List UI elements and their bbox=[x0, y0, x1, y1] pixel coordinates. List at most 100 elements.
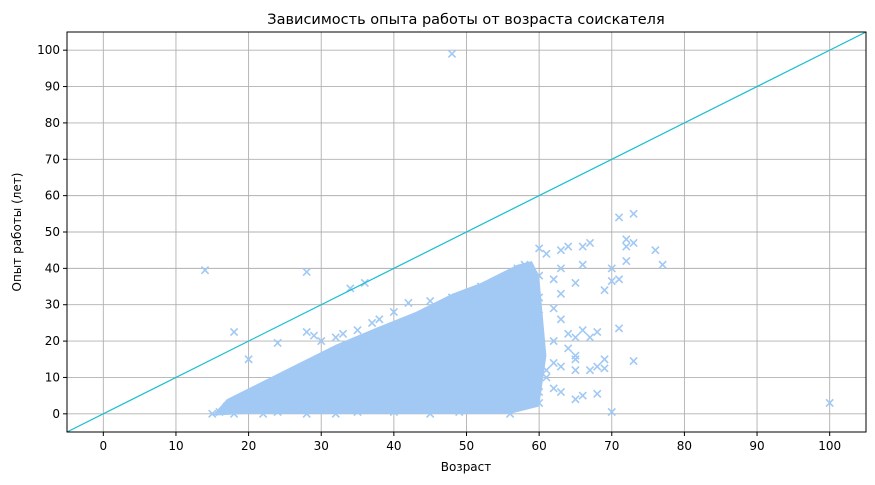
scatter-point bbox=[476, 398, 486, 408]
scatter-point bbox=[476, 358, 486, 368]
y-tick-label: 70 bbox=[45, 152, 60, 166]
scatter-point bbox=[360, 395, 369, 404]
scatter-point bbox=[222, 402, 231, 411]
scatter-point bbox=[484, 380, 493, 389]
scatter-point bbox=[215, 407, 224, 417]
scatter-point bbox=[462, 315, 471, 324]
scatter-point bbox=[622, 242, 631, 251]
scatter-point bbox=[556, 246, 566, 255]
x-tick-label: 40 bbox=[386, 439, 401, 453]
x-tick-label: 10 bbox=[168, 439, 183, 453]
y-tick-label: 90 bbox=[45, 80, 60, 94]
scatter-point bbox=[520, 380, 529, 389]
scatter-point bbox=[411, 322, 420, 331]
scatter-point bbox=[607, 276, 616, 286]
scatter-point bbox=[476, 282, 486, 291]
scatter-point bbox=[338, 380, 348, 389]
scatter-point bbox=[571, 333, 580, 342]
scatter-point bbox=[375, 315, 384, 324]
scatter-point bbox=[607, 407, 616, 417]
scatter-point bbox=[389, 373, 399, 382]
scatter-point bbox=[251, 395, 261, 404]
scatter-point bbox=[244, 406, 253, 415]
scatter-point bbox=[375, 406, 384, 415]
scatter-point bbox=[418, 366, 428, 375]
x-tick-label: 50 bbox=[459, 439, 474, 453]
scatter-point bbox=[440, 311, 449, 320]
scatter-point bbox=[389, 391, 399, 400]
scatter-point bbox=[375, 358, 384, 368]
data-points bbox=[200, 49, 834, 418]
scatter-point bbox=[549, 384, 558, 393]
scatter-point bbox=[549, 304, 558, 313]
scatter-point bbox=[614, 275, 624, 284]
scatter-point bbox=[447, 293, 457, 302]
y-tick-label: 50 bbox=[45, 225, 60, 239]
scatter-point bbox=[571, 355, 580, 364]
scatter-point bbox=[578, 242, 587, 251]
scatter-point bbox=[614, 324, 624, 333]
y-tick-label: 80 bbox=[45, 116, 60, 130]
scatter-point bbox=[309, 369, 319, 378]
scatter-point bbox=[549, 275, 558, 284]
scatter-point bbox=[629, 356, 638, 366]
scatter-point bbox=[571, 351, 580, 360]
scatter-point bbox=[600, 364, 609, 373]
scatter-point bbox=[237, 398, 246, 408]
scatter-point bbox=[578, 326, 587, 335]
scatter-point bbox=[534, 271, 544, 280]
scatter-point bbox=[266, 387, 275, 397]
scatter-point bbox=[549, 336, 558, 346]
scatter-point bbox=[462, 336, 471, 346]
y-tick-label: 20 bbox=[45, 334, 60, 348]
scatter-point bbox=[600, 286, 609, 295]
x-tick-label: 90 bbox=[749, 439, 764, 453]
scatter-point bbox=[614, 213, 624, 222]
y-axis-label: Опыт работы (лет) bbox=[10, 173, 24, 292]
reference-line bbox=[66, 31, 867, 433]
x-tick-label: 30 bbox=[314, 439, 329, 453]
scatter-point bbox=[585, 238, 595, 248]
scatter-point bbox=[498, 318, 507, 328]
scatter-point bbox=[280, 384, 290, 393]
y-tick-label: 0 bbox=[52, 407, 60, 421]
y-tick-label: 40 bbox=[45, 261, 60, 275]
scatter-point bbox=[455, 407, 464, 417]
scatter-point bbox=[447, 49, 457, 58]
scatter-point bbox=[556, 289, 566, 298]
scatter-point bbox=[527, 275, 537, 284]
scatter-point bbox=[498, 289, 507, 298]
scatter-point bbox=[389, 407, 399, 417]
scatter-point bbox=[534, 398, 544, 408]
scatter-point bbox=[426, 409, 435, 418]
scatter-point bbox=[469, 406, 478, 415]
scatter-point bbox=[331, 333, 340, 342]
scatter-point bbox=[469, 300, 478, 309]
scatter-point bbox=[527, 391, 537, 400]
scatter-point bbox=[440, 402, 449, 411]
y-tick-label: 30 bbox=[45, 298, 60, 312]
scatter-point bbox=[571, 395, 580, 404]
scatter-point bbox=[585, 366, 595, 375]
scatter-point bbox=[571, 278, 580, 288]
scatter-point bbox=[433, 329, 442, 338]
scatter-point bbox=[505, 344, 515, 353]
scatter-point bbox=[389, 307, 399, 317]
scatter-point bbox=[273, 407, 282, 417]
scatter-point bbox=[505, 376, 515, 386]
scatter-point bbox=[520, 300, 529, 309]
scatter-point bbox=[200, 266, 210, 275]
scatter-point bbox=[404, 344, 413, 353]
x-tick-label: 20 bbox=[241, 439, 256, 453]
scatter-point bbox=[324, 362, 333, 371]
scatter-point bbox=[534, 293, 544, 302]
scatter-point bbox=[208, 409, 217, 418]
scatter-point bbox=[447, 373, 457, 382]
scatter-point bbox=[302, 409, 311, 418]
scatter-point bbox=[317, 336, 326, 346]
y-tick-label: 100 bbox=[37, 43, 60, 57]
scatter-point bbox=[447, 391, 457, 400]
scatter-point bbox=[513, 366, 522, 375]
scatter-point bbox=[426, 315, 435, 324]
